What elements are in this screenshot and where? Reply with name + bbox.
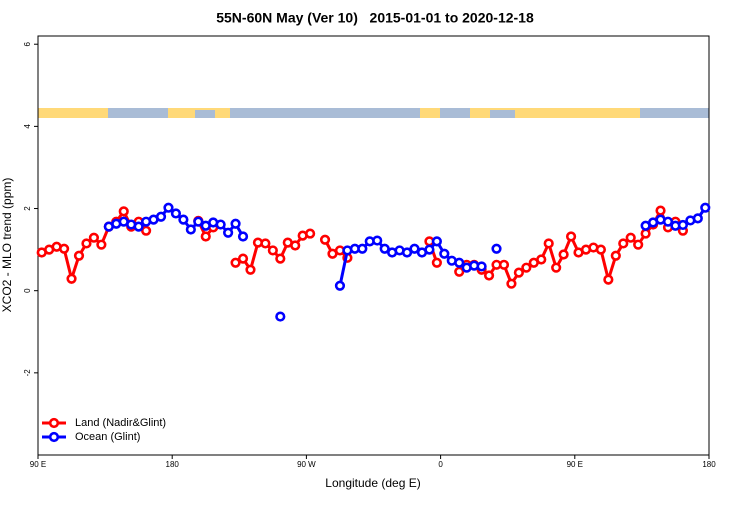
x-axis-label: Longitude (deg E)	[325, 476, 420, 490]
ocean-patch	[230, 108, 420, 118]
ocean-patch	[195, 110, 215, 118]
point	[96, 239, 107, 250]
ocean-patch	[640, 108, 709, 118]
point	[223, 227, 234, 238]
point	[603, 274, 614, 285]
point	[543, 238, 554, 249]
point	[454, 257, 465, 268]
point	[237, 253, 249, 264]
y-axis-label: XCO2 - MLO trend (ppm)	[0, 178, 14, 313]
point	[409, 243, 420, 254]
x-tick-label: 90 E	[567, 460, 583, 469]
legend-marker	[48, 431, 60, 443]
point	[454, 266, 465, 277]
point	[73, 250, 85, 261]
point	[357, 243, 368, 254]
point	[506, 278, 517, 289]
y-tick-label: 6	[23, 41, 32, 46]
point	[692, 213, 703, 224]
x-tick-label: 180	[702, 460, 716, 469]
point	[155, 211, 167, 222]
point	[275, 311, 286, 322]
point	[521, 262, 532, 273]
x-tick-label: 90 W	[297, 460, 316, 469]
y-tick-label: 4	[23, 124, 32, 129]
point	[401, 247, 413, 258]
point	[118, 206, 129, 217]
point	[245, 264, 256, 275]
point	[677, 219, 689, 231]
point	[379, 243, 390, 254]
legend-label: Land (Nadir&Glint)	[75, 417, 166, 429]
point	[551, 262, 562, 273]
point	[334, 280, 346, 291]
point	[372, 235, 383, 246]
point	[230, 257, 241, 268]
point	[424, 244, 435, 255]
point	[483, 270, 495, 281]
point	[655, 205, 666, 216]
point	[170, 208, 182, 219]
point	[700, 202, 711, 213]
point	[260, 238, 271, 249]
y-tick-label: -2	[23, 369, 32, 377]
point	[305, 228, 316, 239]
point	[431, 257, 442, 268]
point	[498, 259, 510, 270]
ocean-patch	[440, 108, 470, 118]
point	[267, 245, 278, 256]
point	[290, 240, 301, 251]
point	[565, 231, 577, 242]
y-tick-label: 2	[23, 206, 32, 211]
y-tick-label: 0	[23, 288, 32, 293]
point	[618, 238, 629, 249]
point	[558, 249, 569, 260]
point	[230, 218, 241, 229]
plot-frame	[37, 35, 710, 456]
point	[193, 216, 204, 227]
point	[163, 202, 174, 213]
legend-label: Ocean (Glint)	[75, 431, 140, 443]
point	[200, 231, 211, 242]
point	[237, 231, 249, 242]
point	[141, 225, 152, 236]
point	[439, 248, 450, 259]
point	[58, 243, 70, 254]
point	[633, 239, 644, 250]
legend-marker	[48, 417, 60, 429]
point	[215, 219, 226, 230]
point	[491, 243, 502, 254]
point	[275, 253, 286, 264]
point	[178, 214, 189, 225]
map-strip	[38, 108, 709, 118]
x-tick-label: 0	[438, 460, 443, 469]
point	[88, 232, 100, 243]
ocean-patch	[490, 110, 515, 118]
point	[662, 216, 674, 227]
point	[319, 234, 331, 245]
point	[513, 267, 524, 278]
point	[431, 236, 442, 247]
x-tick-label: 90 E	[30, 460, 46, 469]
point	[66, 273, 77, 284]
ocean-patch	[108, 108, 168, 118]
point	[133, 221, 144, 232]
point	[476, 261, 487, 272]
point	[536, 254, 547, 265]
point	[640, 228, 651, 239]
point	[81, 238, 92, 249]
x-tick-label: 180	[166, 460, 180, 469]
chart-title: 55N-60N May (Ver 10) 2015-01-01 to 2020-…	[216, 10, 534, 26]
point	[625, 232, 636, 243]
point	[610, 250, 621, 261]
point	[595, 244, 606, 255]
point	[185, 224, 196, 235]
